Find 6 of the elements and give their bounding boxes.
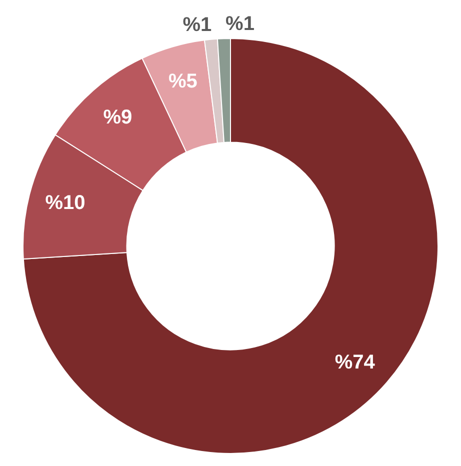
data-label: %1	[182, 14, 212, 36]
data-label: %5	[168, 70, 198, 93]
data-label: %9	[103, 106, 132, 129]
data-label: %10	[45, 192, 86, 214]
data-label: %74	[334, 351, 376, 374]
data-label: %1	[226, 13, 254, 36]
